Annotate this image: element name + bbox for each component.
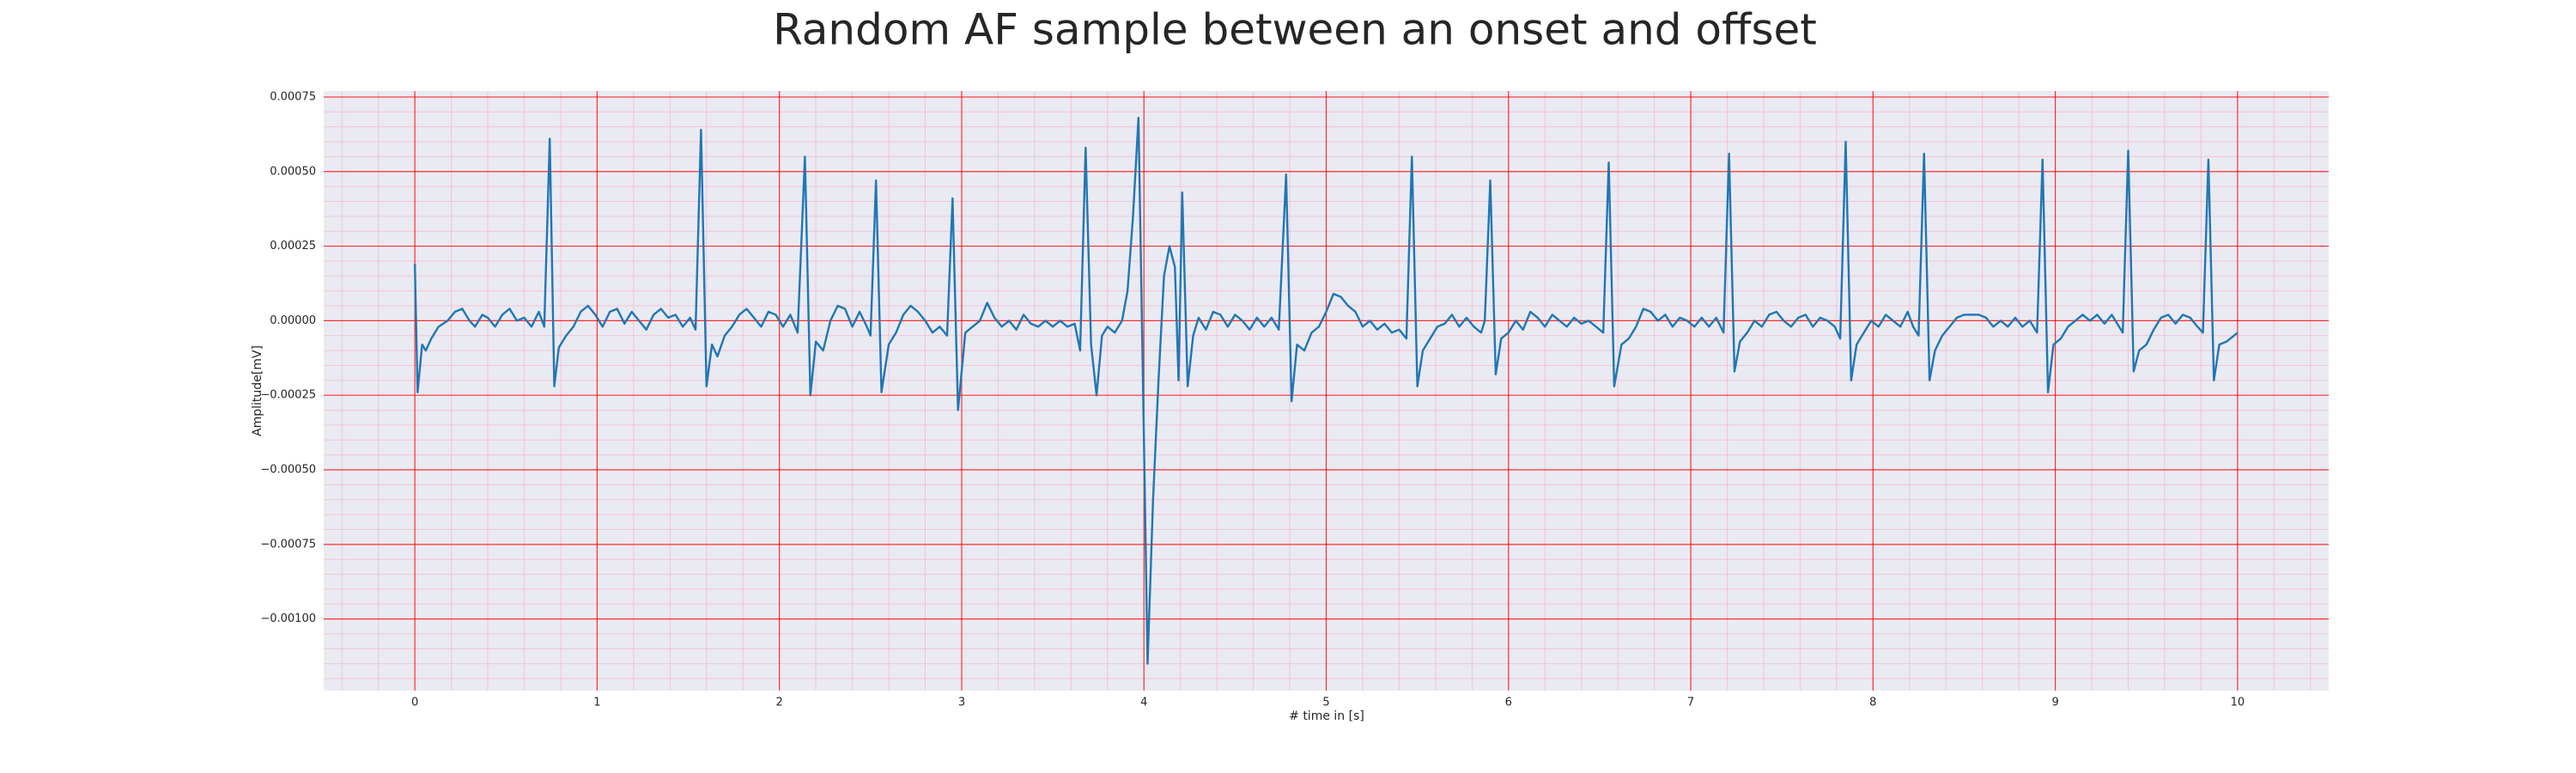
x-tick-label: 9 [2051,697,2058,709]
x-tick-label: 0 [411,697,418,709]
x-tick-label: 6 [1505,697,1512,709]
y-tick-label: 0.00050 [270,165,316,178]
y-tick-label: 0.00075 [270,90,316,103]
y-tick-label: −0.00025 [260,389,316,402]
x-axis-label: # time in [s] [1289,709,1364,723]
x-tick-label: 8 [1869,697,1876,709]
x-tick-label: 4 [1140,697,1147,709]
chart-title: Random AF sample between an onset and of… [773,5,1817,55]
y-tick-label: −0.00075 [260,538,316,551]
x-tick-label: 7 [1687,697,1694,709]
x-tick-label: 2 [776,697,783,709]
signal-line [413,117,2239,665]
x-tick-label: 5 [1322,697,1329,709]
y-tick-label: −0.00100 [260,612,316,625]
x-tick-label: 3 [958,697,965,709]
x-tick-label: 1 [593,697,600,709]
y-tick-label: 0.00000 [270,314,316,327]
y-tick-label: −0.00050 [260,464,316,477]
y-axis-label: Amplitude[mV] [251,345,264,436]
y-tick-label: 0.00025 [270,240,316,253]
x-tick-label: 10 [2231,697,2245,709]
